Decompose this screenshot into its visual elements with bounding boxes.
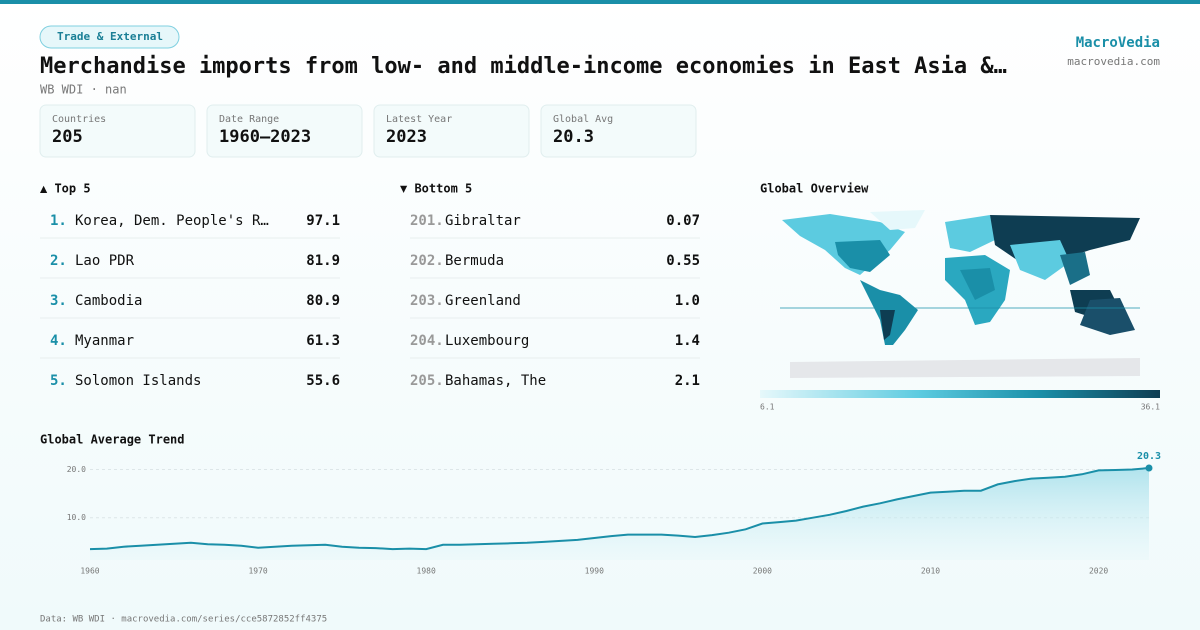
x-tick-label: 1970 [248, 567, 267, 576]
stat-card [373, 104, 530, 158]
rank: 202. [410, 253, 444, 269]
country-value: 55.6 [306, 373, 340, 389]
country-name: Cambodia [75, 293, 142, 309]
rank: 205. [410, 373, 444, 389]
country-name: Solomon Islands [75, 373, 201, 389]
map-title: Global Overview [760, 182, 869, 196]
country-name: Greenland [445, 293, 521, 309]
stat-value: 20.3 [553, 127, 594, 147]
country-value: 61.3 [306, 333, 340, 349]
scale-max: 36.1 [1141, 403, 1160, 412]
title: Merchandise imports from low- and middle… [40, 54, 1007, 79]
top-title: ▲ Top 5 [40, 182, 91, 196]
country-name: Myanmar [75, 333, 134, 349]
last-value-label: 20.3 [1137, 451, 1161, 462]
country-name: Lao PDR [75, 253, 135, 269]
stat-card [206, 104, 363, 158]
x-tick-label: 1990 [585, 567, 604, 576]
stat-value: 205 [52, 127, 83, 147]
x-tick-label: 1980 [417, 567, 436, 576]
rank: 4. [50, 333, 67, 349]
stat-value: 1960–2023 [219, 127, 311, 147]
top-bar [0, 0, 1200, 4]
badge [39, 25, 180, 49]
trend-area [90, 468, 1149, 560]
x-tick-label: 1960 [80, 567, 99, 576]
world-map [780, 210, 1140, 378]
stat-card [39, 104, 196, 158]
stat-label: Latest Year [386, 114, 452, 125]
stat-label: Date Range [219, 114, 279, 125]
site: macrovedia.com [1067, 55, 1160, 68]
x-tick-label: 2000 [753, 567, 772, 576]
last-point [1145, 464, 1153, 472]
rank: 201. [410, 213, 444, 229]
country-value: 80.9 [306, 293, 340, 309]
country-value: 1.0 [675, 293, 700, 309]
color-scale [760, 390, 1160, 398]
bottom-title: ▼ Bottom 5 [400, 182, 472, 196]
y-tick-label: 20.0 [67, 465, 86, 474]
country-value: 0.55 [666, 253, 700, 269]
country-name: Bahamas, The [445, 373, 546, 389]
rank: 2. [50, 253, 67, 269]
footer: Data: WB WDI · macrovedia.com/series/cce… [40, 615, 327, 625]
country-name: Gibraltar [445, 213, 521, 229]
rank: 3. [50, 293, 67, 309]
country-name: Bermuda [445, 253, 504, 269]
country-name: Korea, Dem. People's R… [75, 213, 269, 229]
y-tick-label: 10.0 [67, 513, 86, 522]
brand: MacroVedia [1076, 35, 1160, 51]
rank: 1. [50, 213, 67, 229]
country-value: 97.1 [306, 213, 340, 229]
x-tick-label: 2020 [1089, 567, 1108, 576]
rank: 5. [50, 373, 67, 389]
chart-title: Global Average Trend [40, 433, 185, 447]
country-value: 0.07 [666, 213, 700, 229]
stat-label: Global Avg [553, 114, 613, 125]
x-tick-label: 2010 [921, 567, 940, 576]
rank: 203. [410, 293, 444, 309]
country-value: 1.4 [675, 333, 700, 349]
trend-line [89, 467, 1150, 551]
subtitle: WB WDI · nan [40, 83, 127, 97]
country-value: 2.1 [675, 373, 700, 389]
country-value: 81.9 [306, 253, 340, 269]
country-name: Luxembourg [445, 333, 529, 349]
stat-card [540, 104, 697, 158]
stat-label: Countries [52, 114, 106, 125]
scale-min: 6.1 [760, 403, 775, 412]
badge-text: Trade & External [57, 30, 163, 43]
rank: 204. [410, 333, 444, 349]
stat-value: 2023 [386, 127, 427, 147]
